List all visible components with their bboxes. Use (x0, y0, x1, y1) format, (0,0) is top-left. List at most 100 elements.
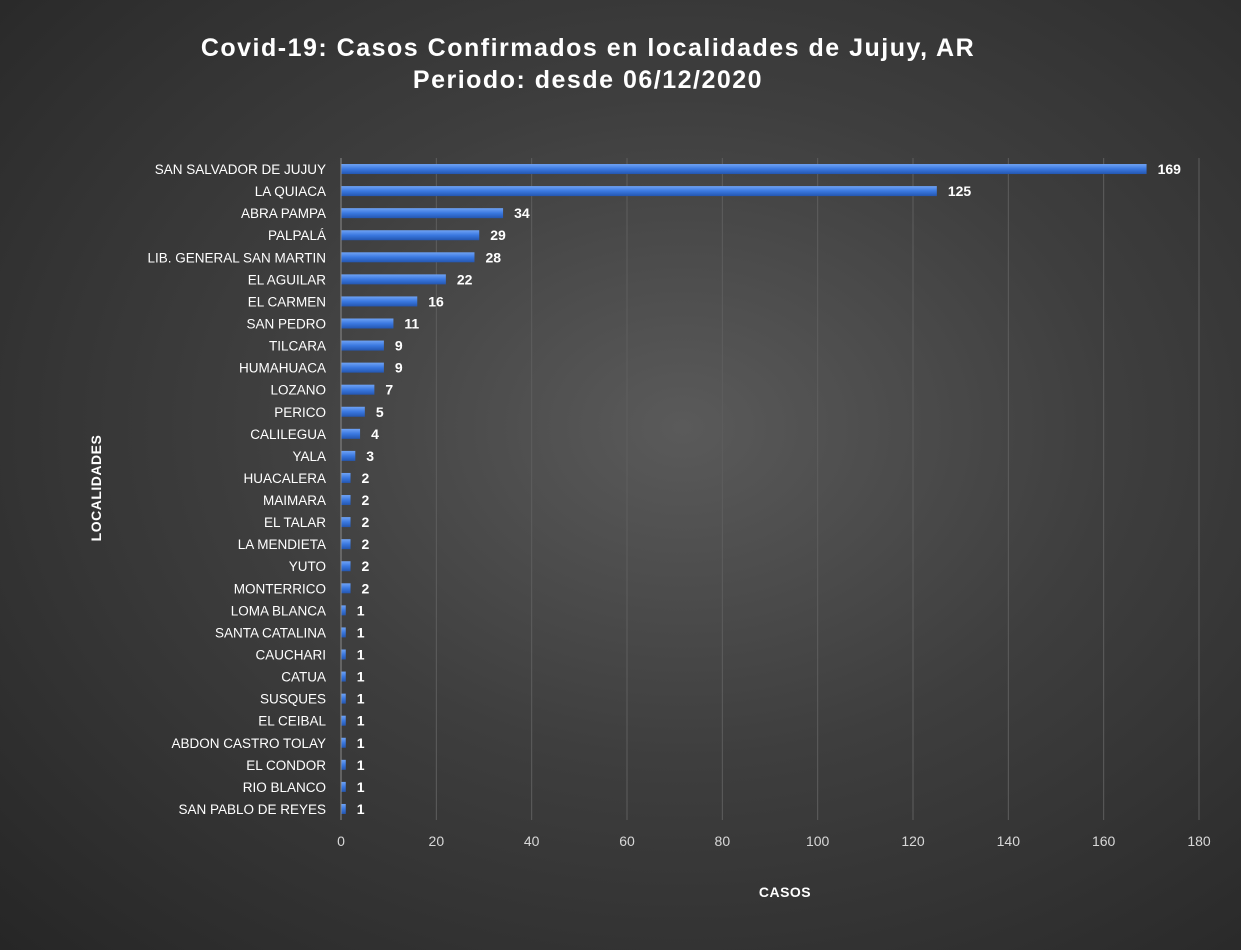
category-label: SAN PEDRO (246, 317, 326, 332)
category-label: ABRA PAMPA (241, 206, 326, 221)
chart-title-line1: Covid-19: Casos Confirmados en localidad… (201, 34, 975, 62)
x-tick-label: 120 (901, 833, 925, 849)
category-label: PERICO (274, 405, 326, 420)
value-label: 9 (395, 360, 403, 376)
category-label: LA MENDIETA (238, 537, 326, 552)
x-tick-label: 80 (715, 833, 731, 849)
bar (341, 605, 346, 616)
bar (341, 649, 346, 660)
category-label: LOMA BLANCA (231, 603, 326, 618)
x-tick-label: 40 (524, 833, 540, 849)
category-label: CALILEGUA (250, 427, 326, 442)
value-label: 3 (366, 448, 374, 464)
bar (341, 693, 346, 704)
category-label: EL CONDOR (246, 758, 326, 773)
value-label: 2 (362, 492, 370, 508)
value-label: 2 (362, 470, 370, 486)
bar (341, 164, 1147, 175)
value-label: 169 (1158, 161, 1182, 177)
value-label: 22 (457, 271, 473, 287)
bar (341, 561, 351, 572)
value-label: 1 (357, 713, 365, 729)
bar (341, 450, 356, 461)
value-label: 34 (514, 205, 530, 221)
bar (341, 274, 446, 285)
bar (341, 517, 351, 528)
value-label: 1 (357, 801, 365, 817)
category-label: LOZANO (270, 383, 326, 398)
bar (341, 781, 346, 792)
bar (341, 208, 504, 219)
bar (341, 296, 418, 307)
category-label: TILCARA (269, 339, 326, 354)
x-tick-label: 180 (1187, 833, 1211, 849)
bar (341, 384, 375, 395)
category-label: PALPALÁ (268, 228, 326, 243)
bars (341, 164, 1147, 814)
bar (341, 627, 346, 638)
value-label: 1 (357, 669, 365, 685)
bar (341, 737, 346, 748)
category-label: YALA (292, 449, 326, 464)
category-label: EL CEIBAL (258, 714, 326, 729)
bar (341, 759, 346, 770)
value-label: 4 (371, 426, 379, 442)
category-label: CATUA (281, 670, 326, 685)
value-label: 16 (428, 293, 444, 309)
bar (341, 671, 346, 682)
category-label: HUACALERA (243, 471, 326, 486)
bar (341, 472, 351, 483)
bar (341, 495, 351, 506)
bar (341, 406, 365, 417)
bar (341, 230, 480, 241)
value-label: 2 (362, 558, 370, 574)
x-tick-labels: 0 20 40 60 80 100 120 140 160 180 (337, 833, 1211, 849)
value-label: 2 (362, 514, 370, 530)
value-label: 2 (362, 536, 370, 552)
value-label: 9 (395, 338, 403, 354)
category-label: SAN PABLO DE REYES (178, 802, 326, 817)
value-label: 2 (362, 580, 370, 596)
value-label: 7 (385, 382, 393, 398)
x-tick-label: 160 (1092, 833, 1116, 849)
bar (341, 428, 361, 439)
value-label: 1 (357, 735, 365, 751)
value-label: 28 (485, 249, 501, 265)
value-label: 1 (357, 624, 365, 640)
value-label: 1 (357, 647, 365, 663)
x-tick-label: 0 (337, 833, 345, 849)
category-label: YUTO (289, 559, 326, 574)
value-label: 1 (357, 602, 365, 618)
gridlines (435, 158, 1200, 820)
category-labels: SAN SALVADOR DE JUJUY LA QUIACA ABRA PAMPA… (147, 162, 326, 817)
bar (341, 340, 384, 351)
x-tick-label: 60 (619, 833, 635, 849)
bar (341, 539, 351, 550)
value-label: 29 (490, 227, 506, 243)
y-axis-title: LOCALIDADES (88, 435, 104, 542)
category-label: RIO BLANCO (243, 780, 326, 795)
x-tick-label: 100 (806, 833, 830, 849)
bar (341, 803, 346, 814)
category-label: SUSQUES (260, 692, 326, 707)
category-label: EL CARMEN (248, 294, 326, 309)
chart-title-line2: Periodo: desde 06/12/2020 (413, 66, 763, 94)
category-label: CAUCHARI (255, 648, 326, 663)
bar (341, 186, 937, 197)
x-tick-label: 140 (997, 833, 1021, 849)
category-label: EL AGUILAR (248, 272, 327, 287)
category-label: MAIMARA (263, 493, 326, 508)
value-label: 11 (404, 316, 419, 332)
category-label: ABDON CASTRO TOLAY (171, 736, 326, 751)
x-axis-title: CASOS (759, 884, 811, 900)
category-label: LA QUIACA (255, 184, 326, 199)
bar (341, 583, 351, 594)
x-tick-label: 20 (429, 833, 445, 849)
bar (341, 715, 346, 726)
bar (341, 318, 394, 329)
bar (341, 362, 384, 373)
value-label: 1 (357, 691, 365, 707)
value-label: 1 (357, 779, 365, 795)
